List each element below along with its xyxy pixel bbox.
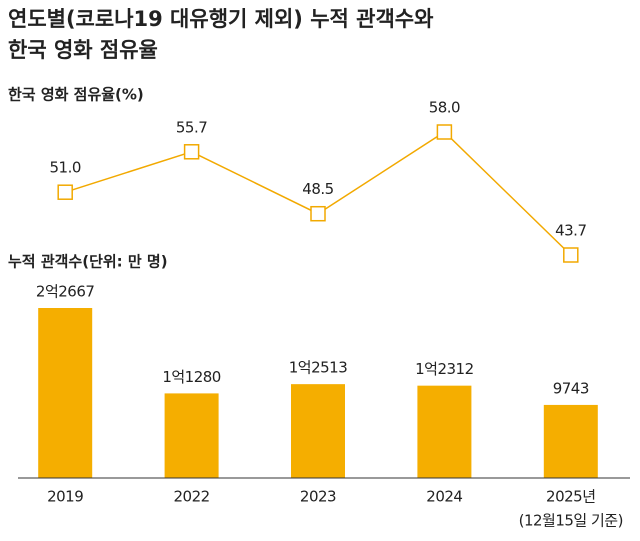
marker bbox=[183, 144, 200, 160]
marker bbox=[436, 124, 453, 140]
value-label: 2억2667 bbox=[36, 283, 95, 301]
value-label: 48.5 bbox=[302, 180, 333, 198]
line-title: 한국 영화 점유율(%) bbox=[8, 86, 144, 104]
bar bbox=[38, 308, 93, 478]
x-tick-label: 2023 bbox=[300, 488, 336, 506]
x-tick-label: 2019 bbox=[47, 488, 83, 506]
category-note: (12월15일 기준) bbox=[519, 512, 623, 530]
chart-title: 연도별(코로나19 대유행기 제외) 누적 관객수와 bbox=[8, 7, 434, 31]
value-label: 43.7 bbox=[555, 222, 586, 240]
x-tick-label: 2025년 bbox=[546, 488, 595, 506]
marker bbox=[57, 184, 73, 200]
x-tick-label: 2022 bbox=[174, 488, 210, 506]
bar bbox=[291, 384, 345, 478]
bar bbox=[543, 404, 598, 478]
chart-title: 한국 영화 점유율 bbox=[8, 38, 158, 62]
value-label: 55.7 bbox=[176, 118, 207, 136]
value-label: 51.0 bbox=[49, 159, 80, 177]
value-label: 9743 bbox=[553, 379, 589, 397]
bar-title: 누적 관객수(단위: 만 명) bbox=[8, 253, 168, 271]
value-label: 1억1280 bbox=[162, 368, 221, 386]
value-label: 1억2513 bbox=[289, 359, 348, 377]
bar bbox=[417, 385, 472, 478]
value-label: 58.0 bbox=[429, 99, 460, 117]
bar bbox=[164, 393, 219, 478]
value-label: 1억2312 bbox=[415, 360, 474, 378]
marker bbox=[310, 205, 326, 222]
marker bbox=[563, 247, 579, 263]
x-tick-label: 2024 bbox=[426, 488, 462, 506]
